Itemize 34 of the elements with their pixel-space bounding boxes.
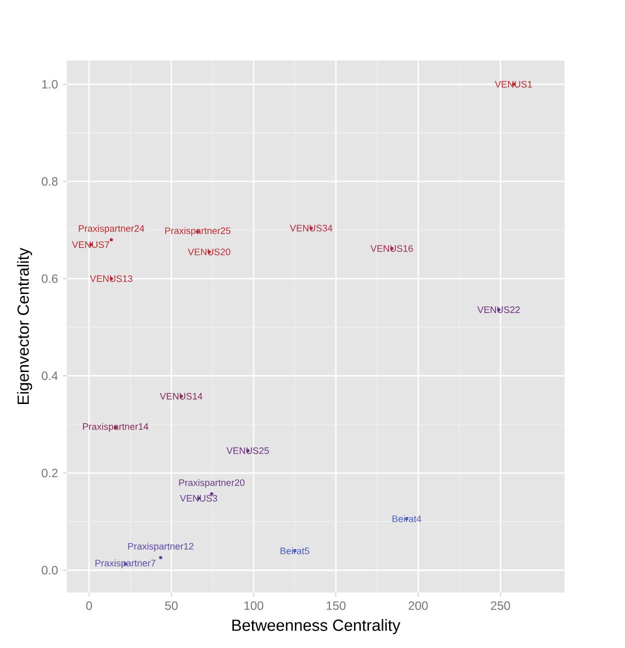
series-label: VENUS34 bbox=[290, 224, 332, 232]
series-label: VENUS14 bbox=[160, 392, 202, 400]
series-label: Praxispartner20 bbox=[179, 479, 244, 488]
series-label: VENUS7 bbox=[72, 241, 110, 248]
series-label: VENUS13 bbox=[90, 275, 132, 282]
series-label: VENUS1 bbox=[494, 80, 532, 88]
series-label: VENUS25 bbox=[226, 447, 269, 454]
series-label: VENUS22 bbox=[477, 306, 520, 314]
y-tick-label: 0.6 bbox=[42, 274, 58, 283]
x-tick-label: 100 bbox=[244, 601, 264, 610]
x-tick-label: 0 bbox=[86, 601, 92, 610]
series-label: Praxispartner24 bbox=[78, 224, 144, 234]
y-tick-label: 1.0 bbox=[42, 80, 58, 89]
series-label: Beirat5 bbox=[280, 547, 310, 554]
y-tick-label: 0.0 bbox=[42, 566, 58, 574]
series-label: VENUS16 bbox=[370, 245, 413, 252]
y-tick-label: 0.8 bbox=[42, 177, 58, 186]
point bbox=[110, 238, 113, 242]
series-label: Beirat4 bbox=[392, 515, 422, 522]
y-axis-title: Eigenvector Centrality bbox=[17, 248, 32, 404]
series-label: Praxispartner25 bbox=[165, 227, 230, 236]
series-label: Praxispartner7 bbox=[95, 560, 156, 568]
x-tick-label: 250 bbox=[490, 601, 510, 610]
series-label: VENUS20 bbox=[188, 248, 230, 256]
point bbox=[159, 556, 162, 560]
x-tick-label: 150 bbox=[326, 601, 346, 610]
x-tick-label: 50 bbox=[165, 601, 178, 610]
y-tick-label: 0.4 bbox=[42, 372, 58, 380]
y-tick-label: 0.2 bbox=[42, 468, 58, 478]
series-label: Praxispartner14 bbox=[83, 422, 148, 432]
x-axis-title: Betweenness Centrality bbox=[232, 619, 400, 634]
x-tick-label: 200 bbox=[408, 601, 428, 610]
series-label: VENUS3 bbox=[180, 494, 218, 502]
series-label: Praxispartner12 bbox=[128, 542, 194, 552]
